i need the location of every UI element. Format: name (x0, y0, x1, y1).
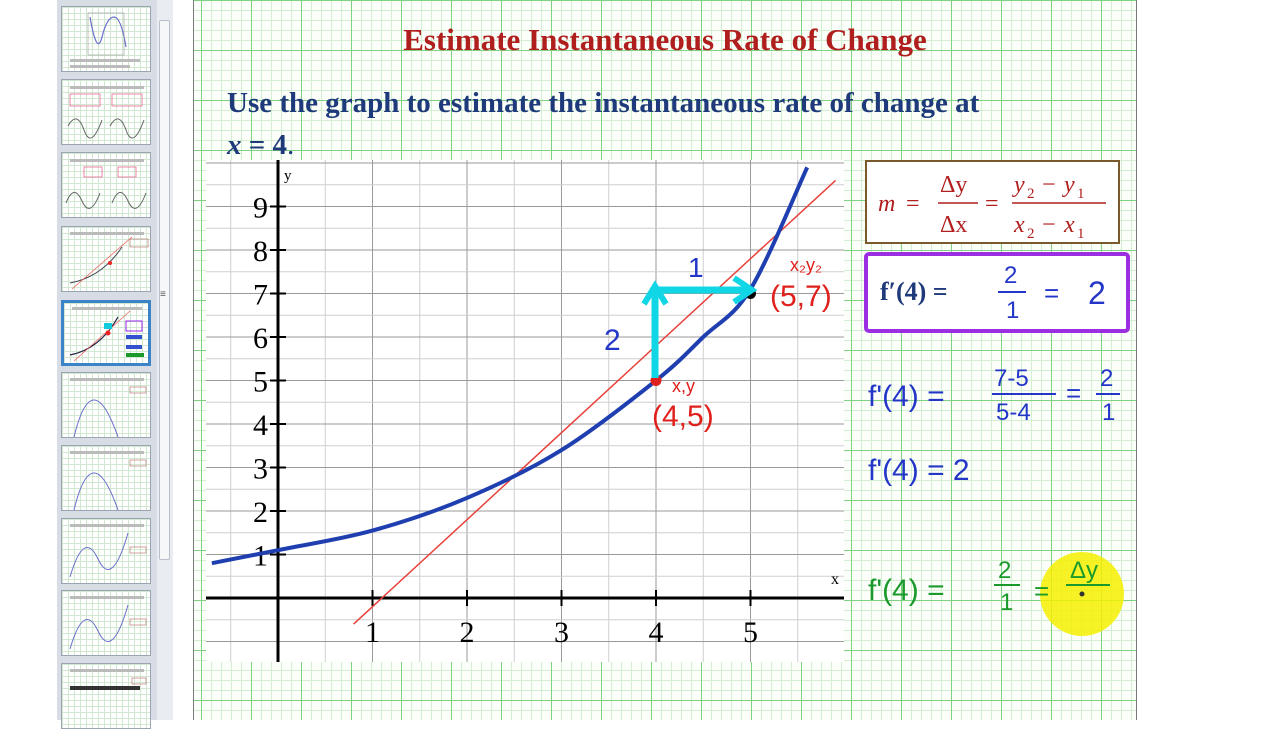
graph-background (206, 160, 844, 662)
right-margin (1137, 0, 1280, 720)
answer-denominator: 1 (1006, 297, 1019, 324)
x-axis-label: x (831, 571, 839, 588)
minus-sign: − (1042, 212, 1056, 238)
x1-var: x (1063, 212, 1075, 238)
y2-subscript: 2 (1027, 186, 1035, 202)
run-arrow-head-icon (732, 275, 758, 305)
x-tick-label: 5 (743, 616, 758, 649)
delta-x: Δx (940, 212, 967, 238)
work-line1-result-numerator: 2 (1100, 365, 1113, 392)
slide-thumbnail[interactable] (61, 663, 151, 729)
slope-symbol: m (878, 191, 895, 217)
equals-sign: = (906, 191, 920, 217)
work-line1-lhs: f'(4) = (868, 380, 945, 413)
rise-arrow-head-icon (641, 280, 669, 306)
point1-coordinates: (4,5) (652, 400, 714, 433)
y-tick-label: 6 (253, 322, 268, 355)
y-tick-label: 8 (253, 235, 268, 268)
y-tick-label: 7 (253, 279, 268, 312)
problem-text: Use the graph to estimate the instantane… (227, 87, 980, 119)
slide-thumbnail-selected[interactable] (61, 300, 151, 366)
rise-label: 2 (604, 324, 621, 357)
graph-axes: xy (206, 160, 844, 662)
y-tick-label: 1 (253, 540, 268, 573)
function-curve (211, 166, 810, 566)
x1-subscript: 1 (1077, 226, 1085, 242)
problem-period: . (287, 129, 295, 161)
x2-var: x (1013, 212, 1025, 238)
slide-thumbnail[interactable] (61, 6, 151, 72)
slide-thumbnail[interactable] (61, 518, 151, 584)
work-line3-delta-y: Δy (1070, 557, 1098, 584)
graph-tick-labels: 1 2 3 4 5 1 2 3 4 5 6 7 8 9 (253, 192, 758, 650)
slide-edge (1136, 0, 1137, 720)
work-line3-lhs: f'(4) = (868, 574, 945, 607)
equals-sign: = (1044, 278, 1059, 308)
delta-y: Δy (940, 172, 967, 198)
y-tick-label: 4 (253, 409, 268, 442)
answer-result: 2 (1088, 275, 1106, 311)
work-line3-denominator: 1 (1000, 589, 1013, 616)
answer-numerator: 2 (1004, 262, 1017, 289)
x-tick-label: 1 (365, 616, 380, 649)
work-line1-numerator: 7-5 (994, 365, 1029, 392)
equals-sign: = (1034, 576, 1049, 606)
run-label: 1 (688, 252, 704, 283)
x2-subscript: 2 (1027, 226, 1035, 242)
x-tick-label: 4 (649, 616, 664, 649)
problem-statement: Use the graph to estimate the instantane… (227, 82, 1127, 166)
y2-var: y (1012, 172, 1025, 198)
slide-title: Estimate Instantaneous Rate of Change (403, 22, 927, 57)
slide-thumbnail[interactable] (61, 79, 151, 145)
handwritten-work-green: f'(4) = 2 1 = Δy (868, 552, 1124, 636)
slide-gutter (173, 0, 193, 720)
left-margin (0, 0, 57, 720)
minus-sign: − (1042, 172, 1056, 198)
pen-cursor-icon (1079, 591, 1085, 597)
graph-gridlines (206, 160, 844, 662)
slide-thumbnail[interactable] (61, 372, 151, 438)
y-axis-label: y (284, 168, 292, 184)
work-line1-result-denominator: 1 (1102, 399, 1115, 426)
work-line3-numerator: 2 (998, 557, 1011, 584)
x-tick-label: 3 (554, 616, 569, 649)
tangent-line (353, 179, 837, 625)
y-tick-label: 2 (253, 496, 268, 529)
scrollbar-thumb[interactable] (159, 20, 170, 560)
slide-thumbnail[interactable] (61, 152, 151, 218)
problem-variable: x (227, 129, 242, 161)
y-tick-label: 3 (253, 453, 268, 486)
equals-sign: = (1066, 378, 1081, 408)
graph-series (211, 166, 837, 625)
point1-label: x,y (672, 376, 695, 396)
work-line2: f'(4) = 2 (868, 454, 970, 487)
y-tick-label: 9 (253, 192, 268, 225)
slide-thumbnail[interactable] (61, 226, 151, 292)
handwritten-work-blue: f'(4) = 7-5 5-4 = 2 1 f'(4) = 2 (868, 365, 1120, 487)
pane-splitter-grip-icon[interactable]: ≡ (160, 289, 166, 300)
answer-box-border (864, 252, 1130, 333)
point-labels: x,y (4,5) x₂y₂ (5,7) (652, 255, 832, 433)
slide-thumbnail[interactable] (61, 590, 151, 656)
slope-formula-box: m = Δy Δx = y 2 − y 1 x 2 − x 1 (865, 160, 1120, 244)
rise-run-annotation: 1 2 (604, 252, 758, 378)
answer-box: f′(4) = 2 1 = 2 (864, 252, 1130, 333)
answer-lhs: f′(4) = (880, 277, 948, 306)
work-line1-denominator: 5-4 (996, 399, 1031, 426)
y1-var: y (1062, 172, 1075, 198)
slide-thumbnail[interactable] (61, 445, 151, 511)
y-tick-label: 5 (253, 366, 268, 399)
slide-thumbnail-panel[interactable] (57, 0, 158, 729)
point2-coordinates: (5,7) (770, 280, 832, 313)
slope-formula-border (865, 160, 1120, 244)
equals-sign: = (985, 191, 999, 217)
problem-value: = 4 (241, 129, 288, 161)
x-tick-label: 2 (460, 616, 475, 649)
point2-label: x₂y₂ (790, 255, 822, 275)
slide-edge (193, 0, 194, 720)
y1-subscript: 1 (1077, 186, 1085, 202)
